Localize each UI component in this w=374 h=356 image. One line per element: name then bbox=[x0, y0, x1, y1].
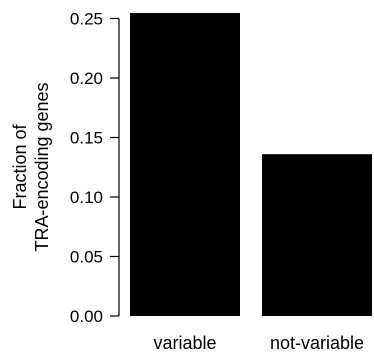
y-axis-title-line-1: Fraction of bbox=[10, 123, 30, 209]
y-tick-label: 0.10 bbox=[70, 188, 103, 207]
y-tick-label: 0.20 bbox=[70, 69, 103, 88]
x-axis-labels: variable not-variable bbox=[153, 333, 364, 353]
x-category-label: variable bbox=[153, 333, 216, 353]
y-tick-label: 0.00 bbox=[70, 307, 103, 326]
y-axis-title: Fraction of TRA-encoding genes bbox=[10, 82, 52, 251]
bar-variable bbox=[130, 13, 240, 316]
y-tick-label: 0.25 bbox=[70, 10, 103, 29]
y-tick-label: 0.05 bbox=[70, 248, 103, 267]
bars bbox=[130, 13, 372, 316]
y-axis-ticks: 0.00 0.05 0.10 0.15 0.20 0.25 bbox=[70, 10, 119, 326]
x-category-label: not-variable bbox=[270, 333, 364, 353]
bar-not-variable bbox=[262, 154, 372, 316]
y-axis-title-line-2: TRA-encoding genes bbox=[32, 82, 52, 251]
y-tick-label: 0.15 bbox=[70, 129, 103, 148]
